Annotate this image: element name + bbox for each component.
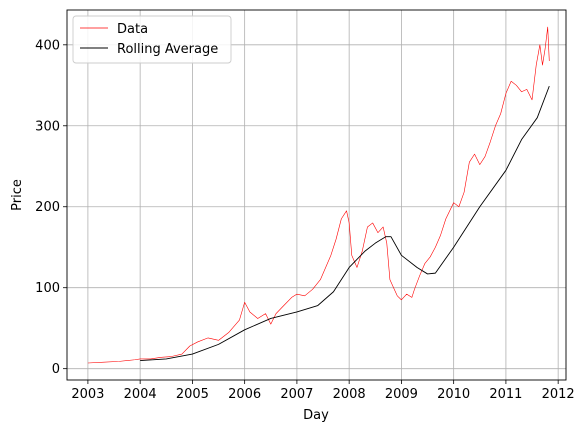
y-axis-label: Price: [10, 179, 25, 211]
legend: Data Rolling Average: [72, 15, 232, 64]
x-tick-label: 2003: [71, 387, 104, 402]
series-lines: [87, 26, 550, 364]
x-tick-label: 2011: [489, 387, 522, 402]
series-line-data: [87, 26, 550, 364]
legend-box: [72, 15, 232, 64]
y-tick-label: 0: [52, 362, 60, 377]
y-tick-label: 300: [35, 119, 60, 134]
x-tick-label: 2012: [542, 387, 575, 402]
legend-label-data: Data: [117, 22, 148, 37]
x-tick-label: 2007: [280, 387, 313, 402]
x-tick-label: 2009: [385, 387, 418, 402]
x-axis-label: Day: [303, 408, 329, 423]
x-tick-label: 2004: [124, 387, 157, 402]
y-tick-label: 400: [35, 38, 60, 53]
series-line-rolling-average: [140, 85, 550, 362]
x-tick-label: 2005: [176, 387, 209, 402]
grid: [67, 10, 566, 380]
ticks: 2003 2004 2005 2006 2007 2008 2009 2010 2011 2012…: [35, 38, 575, 402]
x-tick-label: 2010: [437, 387, 470, 402]
legend-label-rolling-average: Rolling Average: [117, 42, 218, 57]
x-tick-label: 2008: [333, 387, 366, 402]
plot-frame: [66, 9, 567, 381]
y-tick-label: 200: [35, 200, 60, 215]
y-tick-label: 100: [35, 281, 60, 296]
x-tick-label: 2006: [228, 387, 261, 402]
